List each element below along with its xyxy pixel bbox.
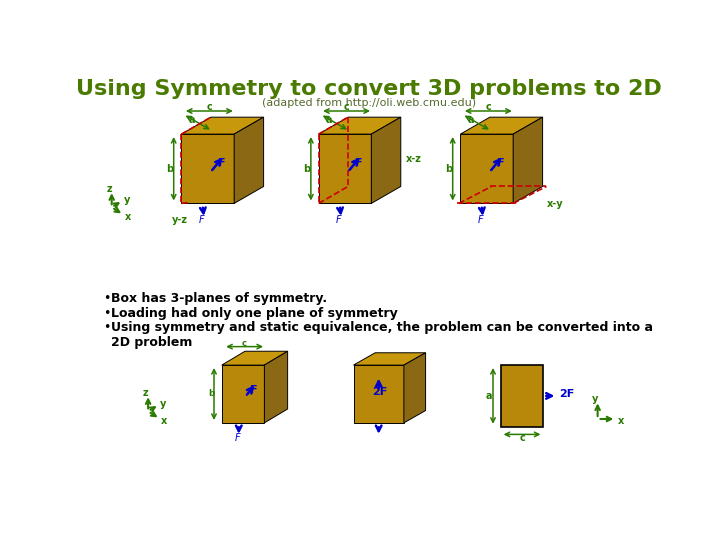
Text: Loading had only one plane of symmetry: Loading had only one plane of symmetry [111,307,397,320]
Text: y: y [593,394,598,404]
Text: y-z: y-z [172,215,188,225]
Text: a: a [325,115,332,125]
Text: a: a [188,115,195,125]
Polygon shape [264,351,287,423]
Text: x: x [125,212,131,222]
Text: x: x [618,416,624,426]
Text: F: F [218,158,225,168]
Polygon shape [181,117,264,134]
Text: •: • [103,321,111,334]
Polygon shape [319,117,401,134]
Text: F: F [336,215,341,225]
Text: Box has 3-planes of symmetry.: Box has 3-planes of symmetry. [111,292,327,305]
Text: 2F: 2F [559,389,574,400]
Text: F: F [498,158,505,168]
Text: 2F: 2F [372,387,388,397]
Polygon shape [372,117,401,204]
Text: z: z [107,184,112,194]
Polygon shape [222,365,264,423]
Text: F: F [235,433,240,443]
Polygon shape [404,353,426,423]
Text: Using symmetry and static equivalence, the problem can be converted into a: Using symmetry and static equivalence, t… [111,321,653,334]
Text: •: • [103,307,111,320]
Text: x-z: x-z [405,154,421,164]
Polygon shape [234,117,264,204]
Text: a: a [467,115,474,125]
Polygon shape [461,117,543,134]
Text: b: b [303,164,310,174]
Polygon shape [461,134,513,204]
Text: y: y [124,194,130,205]
Text: F: F [199,215,204,225]
Text: 2D problem: 2D problem [111,336,192,349]
Text: c: c [519,433,525,443]
Text: Using Symmetry to convert 3D problems to 2D: Using Symmetry to convert 3D problems to… [76,79,662,99]
Text: F: F [356,158,363,168]
Text: (adapted from http://oli.web.cmu.edu): (adapted from http://oli.web.cmu.edu) [262,98,476,108]
Text: •: • [103,292,111,305]
Text: c: c [242,339,247,348]
Text: x-y: x-y [547,199,564,209]
Text: F: F [250,385,257,395]
Polygon shape [500,365,544,427]
Text: z: z [143,388,148,398]
Polygon shape [222,351,287,365]
Text: a: a [486,391,492,401]
Text: b: b [166,164,174,174]
Text: F: F [477,215,483,225]
Text: c: c [207,102,212,112]
Text: x: x [161,416,167,426]
Text: c: c [485,102,491,112]
Text: c: c [343,102,349,112]
Text: b: b [208,389,214,399]
Polygon shape [181,134,234,204]
Text: y: y [160,399,166,409]
Polygon shape [354,365,404,423]
Polygon shape [354,353,426,365]
Polygon shape [513,117,543,204]
Text: b: b [445,164,452,174]
Polygon shape [319,134,372,204]
